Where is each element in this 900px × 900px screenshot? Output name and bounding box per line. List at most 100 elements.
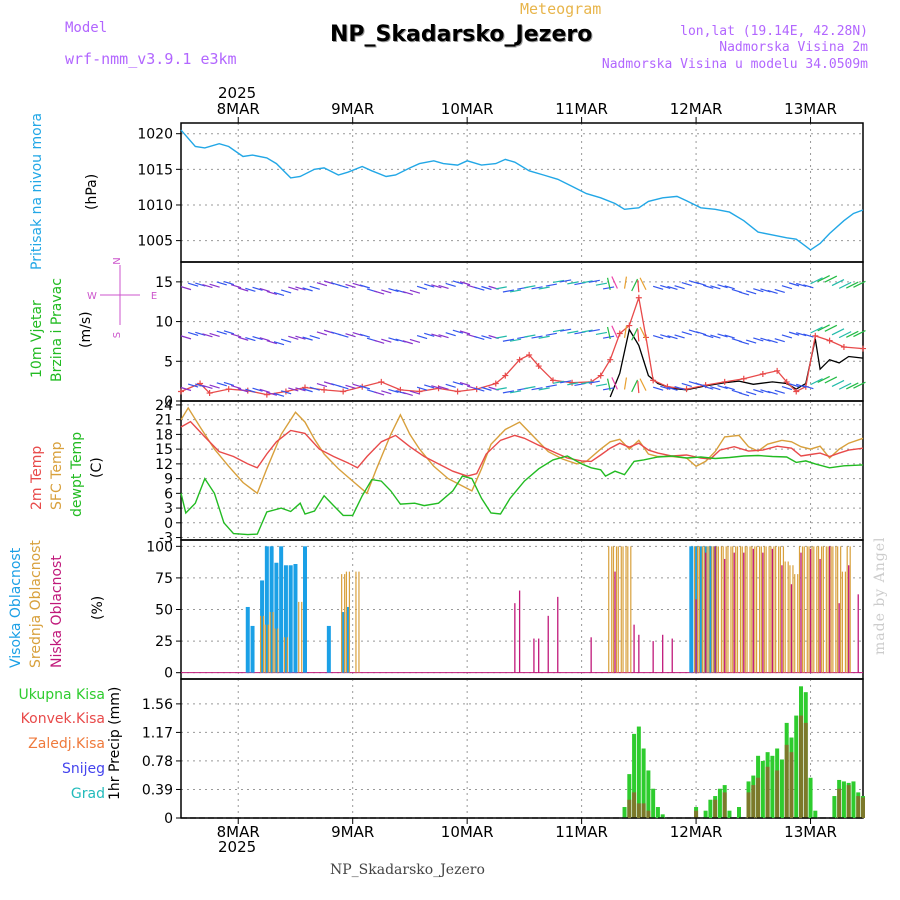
wind-direction-arrow xyxy=(567,330,579,334)
credit-watermark: made by Angel xyxy=(872,536,888,656)
mid-cloud-bar xyxy=(751,546,756,673)
wind-ytick-label: 10 xyxy=(155,315,173,331)
wind-speed-marker xyxy=(860,345,866,352)
wind-speed-marker xyxy=(597,372,604,379)
wind-direction-arrow xyxy=(581,329,593,333)
wind-direction-arrow xyxy=(445,282,456,287)
mid-cloud-bar xyxy=(827,546,832,673)
temperature-ytick-label: 18 xyxy=(155,427,173,443)
wind-direction-arrow xyxy=(187,282,199,287)
wind-direction-arrow xyxy=(745,339,757,344)
wind-direction-arrow xyxy=(359,333,371,338)
wind-direction-arrow xyxy=(345,384,356,389)
wind-speed-marker xyxy=(178,388,184,395)
wind-direction-arrow xyxy=(760,389,771,394)
wind-direction-arrow xyxy=(738,291,750,296)
wind-direction-arrow xyxy=(187,383,199,388)
wind-direction-arrow xyxy=(524,285,536,289)
wind-direction-arrow xyxy=(660,385,671,390)
wind-direction-arrow xyxy=(695,281,707,287)
wind-direction-arrow xyxy=(724,334,735,339)
wind-direction-arrow xyxy=(810,277,823,285)
mid-cloud-bar xyxy=(627,546,632,673)
wind-direction-arrow xyxy=(695,331,707,336)
wind-direction-arrow xyxy=(703,334,714,339)
conv-precip-bar xyxy=(751,785,756,818)
compass-n-label: N xyxy=(112,257,123,264)
wind-direction-arrow xyxy=(266,290,278,296)
wind-direction-arrow xyxy=(388,388,399,394)
wind-direction-arrow xyxy=(381,338,392,343)
wind-direction-arrow xyxy=(567,281,579,285)
temperature-ytick-label: 3 xyxy=(164,501,173,517)
wind-direction-arrow xyxy=(502,390,515,394)
mid-cloud-bar xyxy=(727,546,732,673)
wind-direction-arrow xyxy=(502,289,515,293)
legend-total-rain: Ukupna Kisa xyxy=(18,687,105,703)
wind-direction-arrow xyxy=(309,334,320,340)
wind-direction-arrow xyxy=(373,290,385,295)
wind-direction-arrow xyxy=(717,385,728,390)
pressure-unit: (hPa) xyxy=(84,173,100,210)
wind-speed-marker xyxy=(635,294,642,301)
total-precip-bar xyxy=(770,755,775,818)
wind-direction-arrow xyxy=(531,286,543,290)
wind-direction-arrow xyxy=(481,386,492,391)
wind-direction-arrow xyxy=(452,329,464,334)
total-precip-bar xyxy=(813,810,818,818)
mid-cloud-bar xyxy=(259,615,265,673)
precip-ytick-label: 0.39 xyxy=(142,782,173,798)
wind-direction-arrow xyxy=(223,330,235,335)
conv-precip-bar xyxy=(722,792,727,818)
wind-direction-arrow xyxy=(545,384,557,388)
temp-unit: (C) xyxy=(89,457,105,478)
wind-speed-marker xyxy=(643,334,649,341)
total-precip-bar xyxy=(737,807,741,818)
wind-direction-arrow xyxy=(774,389,785,394)
wind-direction-arrow xyxy=(266,391,278,396)
wind-direction-arrow xyxy=(774,288,785,294)
wind-direction-arrow xyxy=(760,288,771,293)
mid-cloud-bar xyxy=(808,546,813,673)
wind-direction-arrow xyxy=(767,339,778,344)
top-year: 2025 xyxy=(218,84,257,102)
wind-direction-arrow xyxy=(803,385,814,390)
wind-direction-arrow xyxy=(502,338,515,342)
temperature-frame xyxy=(180,400,864,541)
mid-cloud-bar xyxy=(784,561,789,673)
total-precip-bar xyxy=(841,781,846,818)
wind-direction-arrow xyxy=(623,377,628,390)
wind-direction-arrow xyxy=(674,386,685,391)
wind-direction-arrow xyxy=(803,284,814,289)
wind-direction-arrow xyxy=(238,287,249,292)
temp-label-dewpt: dewpt Temp xyxy=(69,431,85,517)
legend-conv-rain: Konvek.Kisa xyxy=(20,711,105,727)
temperature-ytick-label: 0 xyxy=(164,516,173,532)
wind-direction-arrow xyxy=(767,289,778,294)
wind-direction-arrow xyxy=(738,340,750,345)
wind-direction-arrow xyxy=(602,286,615,290)
wind-direction-arrow xyxy=(611,276,618,289)
pressure-ytick-label: 1020 xyxy=(137,127,173,143)
wind-direction-arrow xyxy=(703,385,714,390)
high-cloud-bar xyxy=(245,606,250,673)
wind-direction-arrow xyxy=(273,291,285,297)
wind-speed-marker xyxy=(826,337,833,344)
wind-direction-arrow xyxy=(309,285,320,290)
wind-direction-arrow xyxy=(595,331,608,336)
wind-direction-arrow xyxy=(545,332,557,336)
high-cloud-bar xyxy=(269,546,274,673)
conv-precip-bar xyxy=(803,722,808,818)
wind-direction-arrow xyxy=(781,334,793,339)
wind-direction-arrow xyxy=(424,384,435,389)
wind-direction-arrow xyxy=(316,382,328,388)
x-day-label-bottom: 12MAR xyxy=(670,823,723,841)
wind-direction-arrow xyxy=(637,381,640,394)
wind-direction-arrow xyxy=(452,381,464,386)
wind-direction-arrow xyxy=(459,281,471,286)
mid-cloud-bar xyxy=(693,546,699,673)
wind-direction-arrow xyxy=(538,335,550,339)
precip-ytick-label: 1.17 xyxy=(142,725,173,741)
wind-direction-arrow xyxy=(216,281,227,286)
mid-cloud-bar xyxy=(765,546,770,673)
